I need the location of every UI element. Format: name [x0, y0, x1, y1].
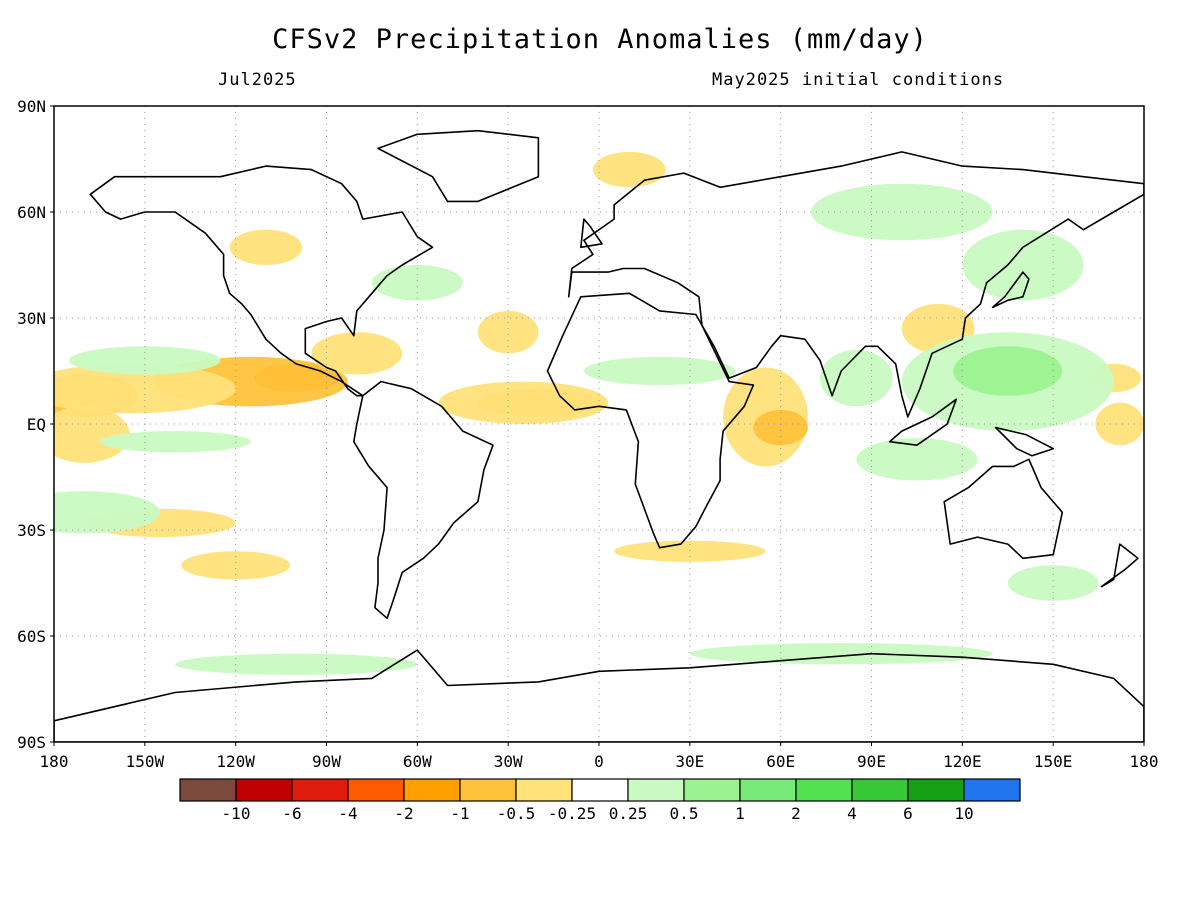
- wet-anomaly-patch: [1007, 565, 1099, 601]
- colorbar-label: 2: [791, 804, 801, 823]
- colorbar-label: -10: [222, 804, 251, 823]
- colorbar-swatch: [627, 778, 685, 802]
- dry-anomaly-patch: [592, 151, 666, 188]
- colorbar-swatch: [963, 778, 1021, 802]
- colorbar-label: 6: [903, 804, 913, 823]
- longitude-tick-label: 120E: [943, 752, 982, 771]
- colorbar-swatch: [795, 778, 853, 802]
- longitude-tick-label: 90W: [312, 752, 341, 771]
- colorbar-swatch: [403, 778, 461, 802]
- longitude-tick-label: 180: [1130, 752, 1159, 771]
- coastline: [54, 649, 1144, 742]
- longitude-tick-label: 30E: [675, 752, 704, 771]
- coastlines: [54, 129, 1144, 742]
- colorbar-swatch: [347, 778, 405, 802]
- dry-anomaly-patch: [477, 310, 539, 354]
- wet-anomaly-patch: [54, 491, 160, 534]
- coastline: [991, 271, 1030, 309]
- latitude-tick-label: 30N: [17, 309, 46, 328]
- longitude-tick-label: 150W: [126, 752, 165, 771]
- latitude-tick-label: EQ: [27, 415, 46, 434]
- latitude-tick-label: 90N: [17, 97, 46, 116]
- dry-anomaly-patch: [181, 551, 291, 580]
- coastline: [567, 151, 1144, 418]
- colorbar: -10 -6 -4 -2 -1 -0.5 -0.25 0.25 0.5 1 2 4 6 10: [179, 778, 1021, 823]
- wet-anomaly-patch: [953, 346, 1063, 396]
- coastline: [580, 218, 603, 249]
- colorbar-swatch: [851, 778, 909, 802]
- colorbar-label: 4: [847, 804, 857, 823]
- colorbar-label: -2: [394, 804, 413, 823]
- coastline: [888, 398, 958, 446]
- coastline: [943, 458, 1064, 560]
- colorbar-swatch: [179, 778, 237, 802]
- dry-anomaly-patch: [614, 540, 766, 562]
- longitude-tick-label: 60W: [403, 752, 432, 771]
- coastline: [89, 165, 434, 397]
- colorbar-swatch: [515, 778, 573, 802]
- longitude-tick-label: 90E: [857, 752, 886, 771]
- latitude-tick-label: 90S: [17, 733, 46, 752]
- longitude-tick-label: 60E: [766, 752, 795, 771]
- coastline: [377, 129, 540, 203]
- forecast-month-label: Jul2025: [218, 70, 297, 90]
- longitude-tick-label: 150E: [1034, 752, 1073, 771]
- map-title: CFSv2 Precipitation Anomalies (mm/day): [272, 24, 928, 55]
- longitude-tick-label: 180: [40, 752, 69, 771]
- gridlines: [54, 106, 1144, 742]
- wet-anomaly-patch: [99, 431, 251, 453]
- colorbar-label: 0.25: [609, 804, 648, 823]
- colorbar-swatch: [291, 778, 349, 802]
- dry-anomaly-patch: [753, 409, 808, 446]
- dry-anomaly-patch: [229, 229, 303, 265]
- coastline: [353, 380, 494, 620]
- wet-anomaly-patch: [69, 346, 221, 375]
- wet-anomaly-patch: [689, 643, 993, 665]
- coastline: [546, 292, 755, 549]
- colorbar-label: -4: [338, 804, 357, 823]
- anomaly-layer: [54, 151, 1144, 675]
- dry-anomaly-patch: [311, 332, 403, 375]
- longitude-tick-label: 120W: [216, 752, 255, 771]
- colorbar-swatch: [459, 778, 517, 802]
- longitude-tick-label: 0: [594, 752, 604, 771]
- wet-anomaly-patch: [175, 653, 418, 675]
- colorbar-label: 10: [954, 804, 973, 823]
- latitude-tick-label: 60N: [17, 203, 46, 222]
- colorbar-label: -6: [282, 804, 301, 823]
- dry-anomaly-patch: [1095, 402, 1144, 446]
- colorbar-swatch: [571, 778, 629, 802]
- colorbar-swatch: [235, 778, 293, 802]
- coastline: [1100, 543, 1139, 588]
- dry-anomaly-patch: [54, 406, 130, 463]
- wet-anomaly-patch: [856, 438, 978, 481]
- wet-anomaly-patch: [371, 265, 463, 301]
- colorbar-label: -0.5: [497, 804, 536, 823]
- colorbar-swatch: [683, 778, 741, 802]
- latitude-tick-label: 60S: [17, 627, 46, 646]
- longitude-tick-label: 30W: [494, 752, 523, 771]
- wet-anomaly-patch: [583, 356, 736, 386]
- colorbar-label: 0.5: [670, 804, 699, 823]
- wet-anomaly-patch: [820, 349, 893, 407]
- latitude-tick-label: 30S: [17, 521, 46, 540]
- wet-anomaly-patch: [810, 183, 993, 241]
- colorbar-swatch: [739, 778, 797, 802]
- dry-anomaly-patch: [438, 381, 609, 424]
- coastline: [994, 426, 1054, 457]
- colorbar-swatch: [907, 778, 965, 802]
- colorbar-label: -0.25: [548, 804, 596, 823]
- wet-anomaly-patch: [962, 229, 1084, 301]
- colorbar-label: 1: [735, 804, 745, 823]
- colorbar-label: -1: [450, 804, 469, 823]
- initial-conditions-label: May2025 initial conditions: [712, 70, 1005, 90]
